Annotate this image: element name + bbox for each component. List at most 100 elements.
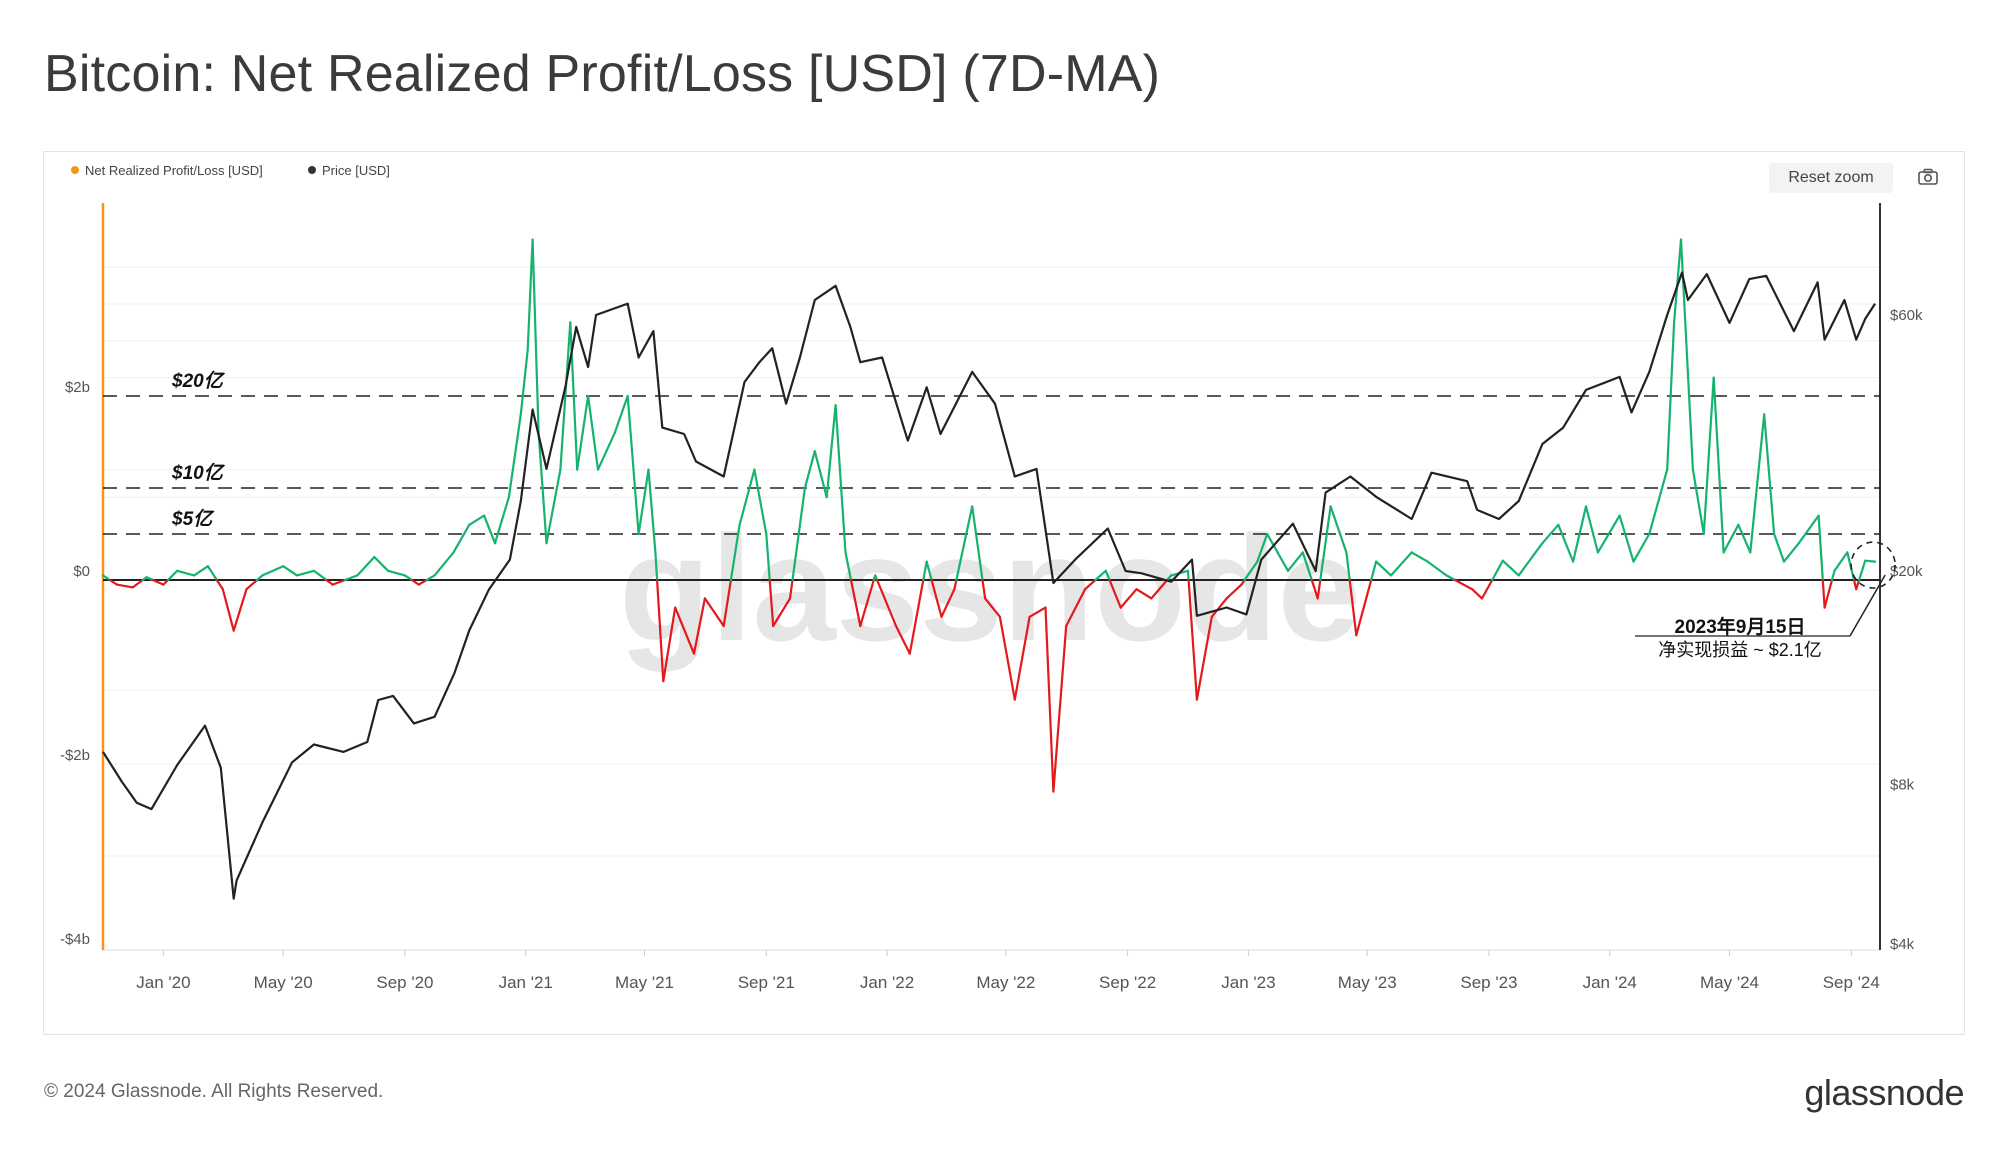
npl-loss-segment <box>1316 578 1322 600</box>
x-tick-label: Jan '24 <box>1583 973 1637 992</box>
npl-profit-segment <box>844 551 853 582</box>
npl-loss-segment <box>1065 588 1087 628</box>
page-title: Bitcoin: Net Realized Profit/Loss [USD] … <box>44 45 1161 103</box>
npl-profit-segment <box>1632 532 1651 563</box>
npl-profit-segment <box>1410 551 1429 563</box>
npl-loss-segment <box>1028 606 1047 618</box>
npl-profit-segment <box>1374 560 1393 577</box>
npl-profit-segment <box>1596 514 1621 554</box>
npl-loss-segment <box>108 578 119 586</box>
npl-profit-segment <box>356 555 376 577</box>
npl-profit-segment <box>1712 376 1725 554</box>
npl-profit-segment <box>1256 532 1269 563</box>
npl-profit-segment <box>586 394 600 471</box>
npl-loss-segment <box>692 597 707 655</box>
npl-loss-segment <box>722 578 733 628</box>
npl-profit-segment <box>468 514 486 526</box>
npl-profit-segment <box>765 532 771 582</box>
npl-profit-segment <box>569 321 579 471</box>
npl-profit-segment <box>1445 574 1457 582</box>
npl-loss-segment <box>221 588 235 632</box>
npl-profit-segment <box>654 551 659 582</box>
npl-profit-segment <box>1749 413 1766 554</box>
npl-profit-segment <box>1517 542 1544 577</box>
npl-profit-segment <box>545 468 562 545</box>
npl-loss-segment <box>1119 588 1138 609</box>
npl-profit-segment <box>1833 551 1849 572</box>
npl-profit-segment <box>261 565 285 577</box>
npl-profit-segment <box>101 574 112 582</box>
reset-zoom-button[interactable]: Reset zoom <box>1769 163 1893 193</box>
npl-loss-segment <box>981 578 987 600</box>
copyright-text: © 2024 Glassnode. All Rights Reserved. <box>44 1081 384 1102</box>
npl-profit-segment <box>1557 523 1575 563</box>
x-tick-label: Sep '22 <box>1099 973 1156 992</box>
npl-profit-segment <box>791 486 807 582</box>
npl-profit-segment <box>145 576 154 582</box>
npl-profit-segment <box>519 348 529 416</box>
npl-profit-segment <box>559 321 572 471</box>
npl-profit-segment <box>526 238 534 352</box>
npl-profit-segment <box>1286 551 1304 572</box>
npl-profit-segment <box>1491 559 1504 582</box>
npl-profit-segment <box>955 505 974 582</box>
npl-loss-segment <box>215 578 224 591</box>
x-tick-label: Jan '20 <box>136 973 190 992</box>
legend-label[interactable]: Price [USD] <box>322 163 390 178</box>
npl-loss-segment <box>1355 578 1373 637</box>
npl-loss-segment <box>325 578 334 586</box>
npl-profit-segment <box>1345 551 1351 582</box>
callout-text: 净实现损益 ~ $2.1亿 <box>1658 640 1822 660</box>
y-left-tick-label: $0 <box>73 563 90 580</box>
y-left-tick-label: $2b <box>65 379 90 396</box>
npl-profit-segment <box>613 394 629 434</box>
npl-loss-segment <box>1187 578 1199 701</box>
y-right-tick-label: $60k <box>1890 307 1923 324</box>
npl-loss-segment <box>1083 578 1097 591</box>
legend-label[interactable]: Net Realized Profit/Loss [USD] <box>85 163 263 178</box>
threshold-label: $20亿 <box>171 370 226 392</box>
npl-loss-segment <box>232 588 248 632</box>
npl-loss-segment <box>953 578 958 591</box>
npl-profit-segment <box>537 431 548 545</box>
npl-profit-segment <box>256 574 264 582</box>
npl-profit-segment <box>433 551 455 577</box>
npl-loss-segment <box>1108 578 1122 609</box>
npl-profit-segment <box>834 404 847 554</box>
npl-loss-segment <box>894 624 911 655</box>
x-tick-label: Sep '21 <box>738 973 795 992</box>
npl-profit-segment <box>1501 559 1520 577</box>
npl-profit-segment <box>1426 560 1448 577</box>
npl-profit-segment <box>1691 468 1705 536</box>
x-tick-label: Jan '21 <box>499 973 553 992</box>
x-tick-label: Jan '22 <box>860 973 914 992</box>
threshold-label: $10亿 <box>171 462 226 484</box>
legend-marker <box>308 166 316 174</box>
npl-profit-segment <box>1648 468 1669 536</box>
npl-loss-segment <box>151 578 165 586</box>
npl-profit-segment <box>1618 514 1635 563</box>
npl-loss-segment <box>930 578 943 618</box>
npl-profit-segment <box>403 574 413 582</box>
npl-loss-segment <box>1823 578 1834 609</box>
npl-profit-segment <box>825 404 837 499</box>
npl-loss-segment <box>1013 615 1031 701</box>
npl-profit-segment <box>483 514 497 545</box>
npl-profit-segment <box>1571 505 1588 563</box>
npl-loss-segment <box>788 578 794 600</box>
npl-loss-segment <box>1855 578 1861 591</box>
npl-loss-segment <box>1195 615 1213 701</box>
price-line <box>102 271 1877 900</box>
npl-profit-segment <box>813 450 828 499</box>
npl-loss-segment <box>115 583 134 589</box>
npl-loss-segment <box>1150 578 1169 600</box>
npl-loss-segment <box>1225 583 1243 600</box>
npl-profit-segment <box>531 238 540 434</box>
npl-profit-segment <box>295 569 315 577</box>
npl-loss-segment <box>1052 624 1068 793</box>
npl-profit-segment <box>176 569 196 577</box>
npl-profit-segment <box>1186 569 1190 582</box>
camera-icon[interactable] <box>1917 166 1939 188</box>
npl-profit-segment <box>1702 376 1715 536</box>
